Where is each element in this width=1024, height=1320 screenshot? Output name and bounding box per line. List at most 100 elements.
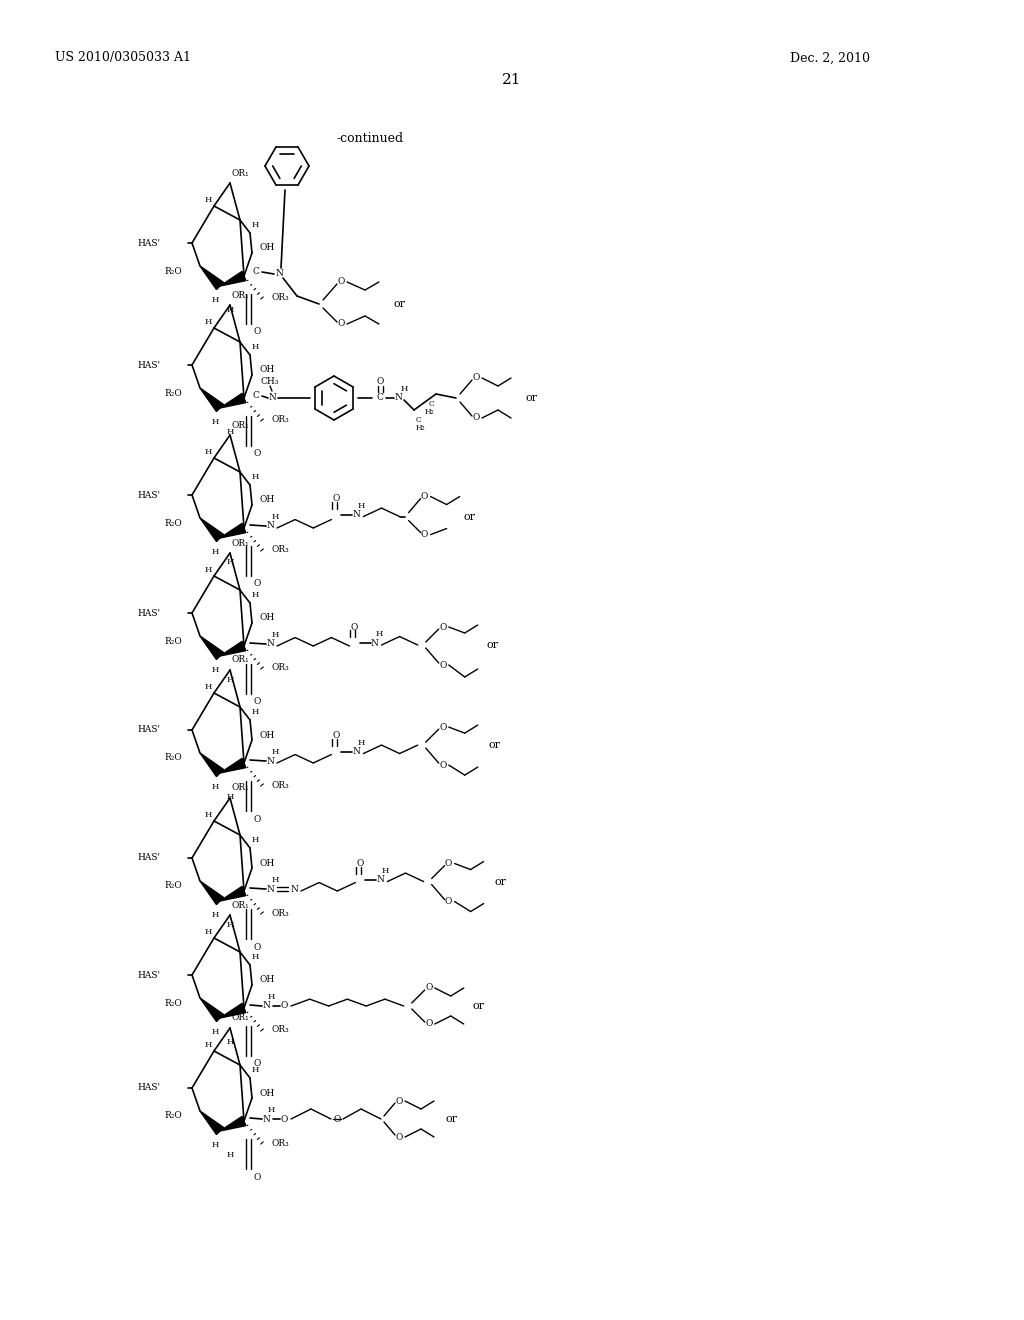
Text: C: C [428,400,434,408]
Text: H: H [205,1041,212,1049]
Text: O: O [439,623,446,631]
Text: N: N [268,393,275,403]
Text: H: H [211,911,219,919]
Text: O: O [253,327,260,337]
Text: OR₃: OR₃ [272,908,290,917]
Text: R₂O: R₂O [164,882,182,891]
Text: H: H [251,1067,259,1074]
Text: H: H [211,1140,219,1148]
Text: or: or [495,876,507,887]
Text: H: H [251,220,259,228]
Text: O: O [281,1002,288,1011]
Text: H₂: H₂ [416,424,426,432]
Text: H: H [226,793,233,801]
Text: N: N [266,521,274,531]
Text: R₂O: R₂O [164,754,182,763]
Polygon shape [220,1117,246,1131]
Text: OH: OH [260,858,275,867]
Polygon shape [220,393,246,408]
Text: O: O [421,492,428,502]
Text: OR₁: OR₁ [232,900,250,909]
Text: or: or [488,741,501,750]
Text: OR₃: OR₃ [272,780,290,789]
Text: O: O [334,1114,341,1123]
Text: H: H [205,566,212,574]
Text: H: H [211,1028,219,1036]
Text: N: N [352,510,360,519]
Text: OH: OH [260,730,275,739]
Text: H: H [226,428,233,436]
Polygon shape [200,998,223,1022]
Text: H: H [251,708,259,715]
Text: OR₁: OR₁ [232,539,250,548]
Text: O: O [376,378,384,387]
Text: N: N [371,639,379,648]
Text: HAS': HAS' [137,1084,160,1093]
Text: H: H [211,418,219,426]
Text: H: H [205,195,212,205]
Polygon shape [220,1003,246,1018]
Text: H: H [400,385,408,393]
Polygon shape [200,636,223,660]
Text: HAS': HAS' [137,239,160,248]
Text: or: or [393,300,406,309]
Text: HAS': HAS' [137,854,160,862]
Text: HAS': HAS' [137,360,160,370]
Polygon shape [220,759,246,774]
Text: O: O [337,319,345,329]
Text: N: N [377,875,384,884]
Text: or: or [445,1114,457,1125]
Text: N: N [394,393,402,403]
Text: O: O [253,579,260,589]
Text: H: H [267,993,274,1001]
Text: N: N [266,639,274,648]
Text: OR₃: OR₃ [272,545,290,554]
Text: Dec. 2, 2010: Dec. 2, 2010 [790,51,870,65]
Text: OH: OH [260,243,275,252]
Text: H: H [226,921,233,929]
Text: N: N [352,747,360,756]
Text: N: N [266,884,274,894]
Text: -continued: -continued [337,132,403,144]
Text: CH₃: CH₃ [261,378,280,387]
Text: R₂O: R₂O [164,267,182,276]
Text: O: O [253,814,260,824]
Text: H: H [211,548,219,556]
Text: N: N [290,884,298,894]
Text: O: O [425,1019,432,1028]
Text: O: O [253,942,260,952]
Text: OR₁: OR₁ [232,656,250,664]
Text: HAS': HAS' [137,726,160,734]
Text: O: O [253,450,260,458]
Text: OR₁: OR₁ [232,1014,250,1023]
Text: O: O [395,1133,402,1142]
Text: H: H [226,558,233,566]
Text: H: H [211,783,219,791]
Text: H₂: H₂ [424,408,434,416]
Text: OH: OH [260,1089,275,1097]
Polygon shape [220,272,246,286]
Text: OH: OH [260,495,275,504]
Text: O: O [356,859,365,869]
Text: O: O [425,983,432,993]
Text: OR₃: OR₃ [272,1138,290,1147]
Text: H: H [251,473,259,480]
Text: OR₁: OR₁ [232,784,250,792]
Text: O: O [253,1172,260,1181]
Text: H: H [205,682,212,690]
Text: H: H [226,676,233,684]
Text: H: H [226,1038,233,1045]
Text: OR₁: OR₁ [232,290,250,300]
Text: H: H [205,810,212,818]
Text: O: O [253,1060,260,1068]
Text: H: H [211,667,219,675]
Text: C: C [377,393,383,403]
Text: H: H [271,876,279,884]
Text: H: H [382,866,389,875]
Text: HAS': HAS' [137,970,160,979]
Text: H: H [205,318,212,326]
Text: O: O [472,374,479,383]
Polygon shape [220,524,246,539]
Text: US 2010/0305033 A1: US 2010/0305033 A1 [55,51,191,65]
Text: O: O [439,660,446,669]
